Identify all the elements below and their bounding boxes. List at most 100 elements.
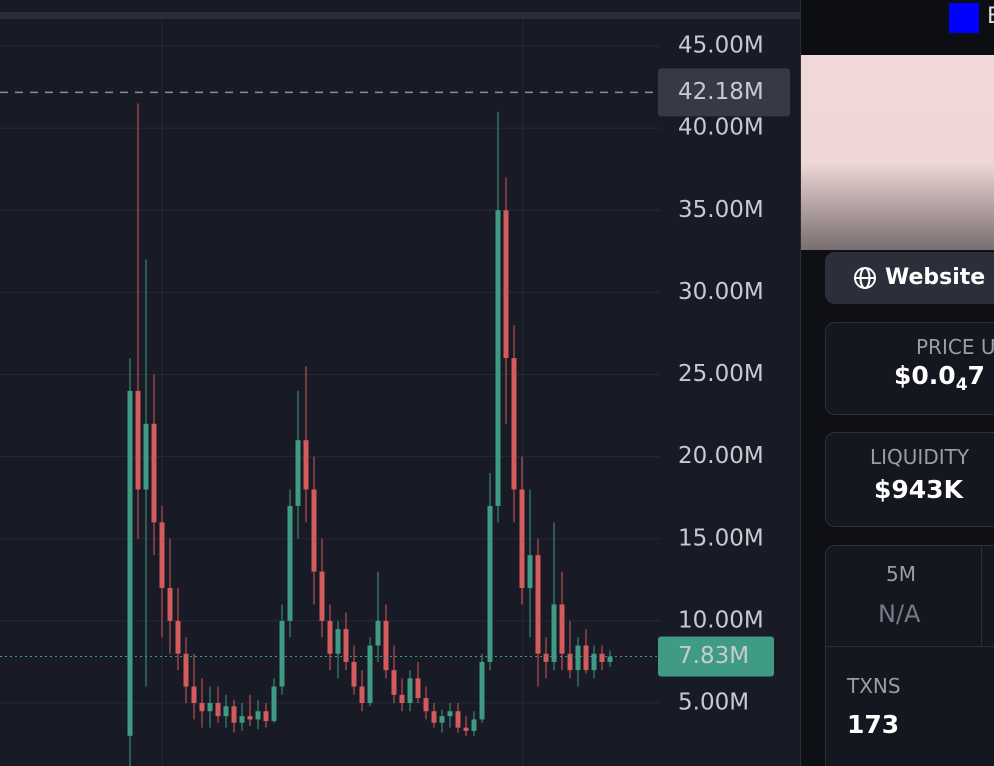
candle-body (511, 358, 517, 490)
candle-body (287, 505, 293, 621)
candle-body (471, 719, 477, 731)
candle-body (439, 716, 445, 723)
top-bar (0, 12, 800, 19)
price-tail: 7 (967, 361, 985, 390)
candle-body (279, 620, 285, 687)
candle-body (503, 210, 509, 359)
price-value: $0.047 (826, 361, 994, 395)
liquidity-label: LIQUIDITY (870, 445, 970, 469)
last-price-bg (658, 636, 774, 677)
liquidity-box: LIQUIDITY $943K (825, 432, 994, 527)
price-chart: 45.00M 40.00M 35.00M 30.00M 25.00M 20.00M 15.0… (0, 12, 800, 766)
liquidity-value: $943K (874, 475, 963, 504)
price-sub: 4 (955, 375, 968, 395)
candle-body (415, 678, 421, 699)
candle-body (183, 653, 189, 687)
banner-image (801, 55, 994, 250)
candle-body (311, 489, 317, 572)
stats-box: 5M N/A TXNS 173 (825, 545, 994, 766)
candle-body (519, 489, 525, 589)
y-tick-label: 20.00M (678, 443, 764, 469)
candle-body (383, 620, 389, 671)
candle-body (495, 210, 501, 506)
globe-icon (854, 267, 876, 289)
website-label: Website (885, 265, 986, 290)
divider (826, 646, 994, 647)
top-strip: E (801, 0, 994, 55)
price-label: PRICE U (916, 335, 994, 359)
candle-body (271, 686, 277, 722)
candle-body (375, 620, 381, 646)
candle-body (151, 423, 157, 523)
candle-body (407, 678, 413, 703)
candle-body (175, 620, 181, 654)
candle-body (367, 645, 373, 703)
price-box: PRICE U $0.047 (825, 322, 994, 415)
y-tick-label: 5.00M (678, 690, 749, 716)
candle-body (543, 653, 549, 662)
candle-body (455, 711, 461, 728)
candle-body (263, 711, 269, 722)
candle-body (535, 555, 541, 654)
candle-body (303, 440, 309, 490)
candle-body (207, 703, 213, 712)
website-button[interactable]: Website (825, 252, 994, 304)
candle-body (607, 656, 613, 662)
candle-body (143, 423, 149, 490)
candle-body (239, 716, 245, 723)
candle-body (199, 703, 205, 712)
candle-body (591, 653, 597, 671)
candle-body (359, 686, 365, 703)
txns-label: TXNS (847, 674, 901, 698)
candle-body (567, 653, 573, 671)
candle-body (447, 711, 453, 717)
candle-body (255, 711, 261, 720)
candle-body (327, 620, 333, 654)
candle-body (215, 703, 221, 717)
candle-body (599, 653, 605, 662)
y-tick-label: 40.00M (678, 115, 764, 141)
stat-value: N/A (878, 600, 921, 628)
candle-body (431, 711, 437, 723)
last-price-label: 7.83M (678, 643, 749, 669)
y-tick-label: 10.00M (678, 607, 764, 633)
flag-icon (949, 3, 979, 33)
txns-value: 173 (847, 710, 900, 739)
candle-body (487, 505, 493, 662)
y-tick-label: 25.00M (678, 361, 764, 387)
candle-body (463, 727, 469, 731)
candle-body (479, 661, 485, 720)
candle-body (335, 629, 341, 654)
candle-body (167, 588, 173, 621)
divider (981, 546, 982, 646)
candle-body (527, 555, 533, 589)
stat-label: 5M (886, 562, 916, 586)
top-label: E (987, 4, 994, 29)
candle-body (159, 522, 165, 589)
candle-body (295, 440, 301, 506)
price-main: $0.0 (894, 361, 956, 390)
candle-body (423, 698, 429, 712)
candle-body (399, 694, 405, 703)
y-tick-label: 15.00M (678, 525, 764, 551)
high-label: 42.18M (678, 79, 764, 105)
candle-body (231, 706, 237, 723)
candle-body (391, 670, 397, 695)
y-tick-label: 45.00M (678, 33, 764, 59)
y-tick-label: 35.00M (678, 197, 764, 223)
candle-body (559, 604, 565, 654)
candle-body (551, 604, 557, 662)
high-label-bg (658, 68, 790, 117)
candle-body (319, 571, 325, 621)
candle-body (191, 686, 197, 703)
candle-body (127, 390, 133, 736)
candle-body (343, 629, 349, 662)
y-tick-label: 30.00M (678, 279, 764, 305)
candle-body (583, 645, 589, 671)
side-panel: E Website PRICE U $0.047 LIQUIDITY $943K… (800, 0, 994, 766)
candle-body (135, 390, 141, 490)
candle-body (223, 706, 229, 717)
candle-body (575, 645, 581, 671)
candle-body (351, 661, 357, 687)
